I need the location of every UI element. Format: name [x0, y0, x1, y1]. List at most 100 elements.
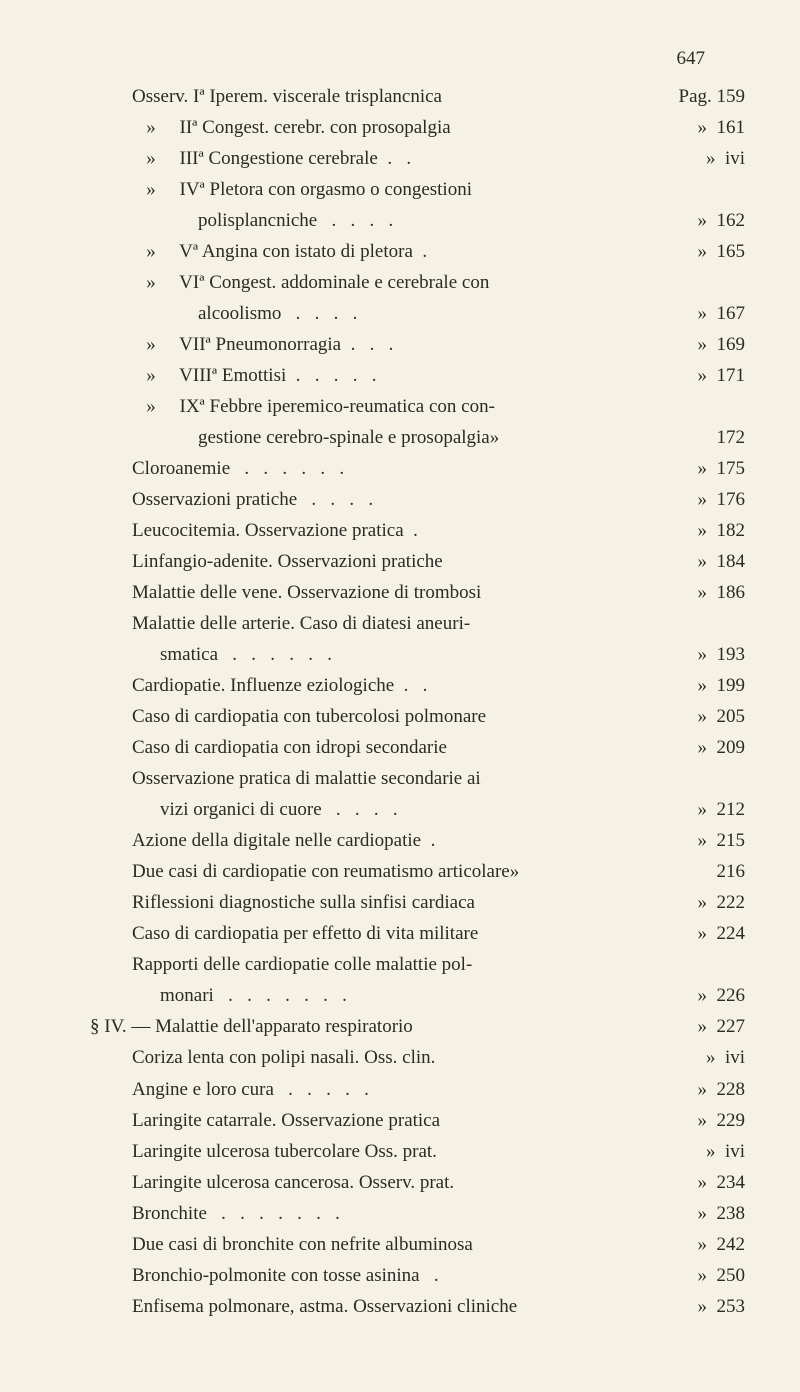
- toc-entry: » IIª Congest. cerebr. con prosopalgia» …: [90, 113, 745, 143]
- toc-entry-page: » 209: [677, 733, 745, 763]
- toc-entry-page: » 169: [677, 330, 745, 360]
- toc-entry-page: » 215: [677, 826, 745, 856]
- toc-entry-page: » 224: [677, 919, 745, 949]
- toc-entry: Osservazioni pratiche . . . .» 176: [90, 485, 745, 515]
- toc-entry: Linfangio-adenite. Osservazioni pratiche…: [90, 547, 745, 577]
- toc-entry: Due casi di cardiopatie con reumatismo a…: [90, 857, 745, 887]
- toc-entry-page: 216: [677, 857, 745, 887]
- toc-entry: Caso di cardiopatia con tubercolosi polm…: [90, 702, 745, 732]
- toc-entry-page: Pag. 159: [677, 82, 745, 112]
- toc-entry-text: Enfisema polmonare, astma. Osservazioni …: [90, 1292, 677, 1322]
- toc-entry-page: » 228: [677, 1075, 745, 1105]
- toc-entry: Leucocitemia. Osservazione pratica .» 18…: [90, 516, 745, 546]
- toc-entry: » VIIª Pneumonorragia . . .» 169: [90, 330, 745, 360]
- toc-entry-text: Bronchio-polmonite con tosse asinina .: [90, 1261, 677, 1291]
- toc-entry-page: » 176: [677, 485, 745, 515]
- toc-entry-text: Malattie delle arterie. Caso di diatesi …: [90, 609, 677, 639]
- toc-entry: Cardiopatie. Influenze eziologiche . .» …: [90, 671, 745, 701]
- toc-entry-text: vizi organici di cuore . . . .: [90, 795, 677, 825]
- toc-entry: Due casi di bronchite con nefrite albumi…: [90, 1230, 745, 1260]
- toc-entry-page: » 205: [677, 702, 745, 732]
- toc-entry-page: » 238: [677, 1199, 745, 1229]
- toc-entry: Osserv. Iª Iperem. viscerale trisplancni…: [90, 82, 745, 112]
- toc-entry-text: alcoolismo . . . .: [90, 299, 677, 329]
- toc-entry-page: » 161: [677, 113, 745, 143]
- toc-entry-text: » VIIIª Emottisi . . . . .: [90, 361, 677, 391]
- toc-entry: Azione della digitale nelle cardiopatie …: [90, 826, 745, 856]
- toc-entry: monari . . . . . . .» 226: [90, 981, 745, 1011]
- toc-entry-text: Bronchite . . . . . . .: [90, 1199, 677, 1229]
- toc-entry: Laringite ulcerosa cancerosa. Osserv. pr…: [90, 1168, 745, 1198]
- toc-entry: Malattie delle arterie. Caso di diatesi …: [90, 609, 745, 639]
- toc-entry: » IVª Pletora con orgasmo o congestioni: [90, 175, 745, 205]
- toc-entry-page: » ivi: [677, 1137, 745, 1167]
- toc-entry: Angine e loro cura . . . . .» 228: [90, 1075, 745, 1105]
- toc-entry: Laringite catarrale. Osservazione pratic…: [90, 1106, 745, 1136]
- toc-entry-page: » 175: [677, 454, 745, 484]
- toc-entry-page: » 222: [677, 888, 745, 918]
- toc-entry-text: Due casi di bronchite con nefrite albumi…: [90, 1230, 677, 1260]
- toc-entry-text: Caso di cardiopatia con tubercolosi polm…: [90, 702, 677, 732]
- toc-entry: gestione cerebro-spinale e prosopalgia» …: [90, 423, 745, 453]
- toc-entry: Bronchite . . . . . . .» 238: [90, 1199, 745, 1229]
- toc-entry: Cloroanemie . . . . . .» 175: [90, 454, 745, 484]
- toc-entry-text: smatica . . . . . .: [90, 640, 677, 670]
- toc-entry: § IV. — Malattie dell'apparato respirato…: [90, 1012, 745, 1042]
- toc-entry: Osservazione pratica di malattie seconda…: [90, 764, 745, 794]
- toc-entry-text: » IIIª Congestione cerebrale . .: [90, 144, 677, 174]
- toc-entry-text: Azione della digitale nelle cardiopatie …: [90, 826, 677, 856]
- toc-entry-text: monari . . . . . . .: [90, 981, 677, 1011]
- toc-entry-page: » 165: [677, 237, 745, 267]
- toc-entry-page: » 162: [677, 206, 745, 236]
- toc-entry-text: » VIª Congest. addominale e cerebrale co…: [90, 268, 677, 298]
- toc-entry-text: gestione cerebro-spinale e prosopalgia»: [90, 423, 677, 453]
- toc-entry-text: » IIª Congest. cerebr. con prosopalgia: [90, 113, 677, 143]
- toc-entry-page: » 182: [677, 516, 745, 546]
- toc-entry-text: Osserv. Iª Iperem. viscerale trisplancni…: [90, 82, 677, 112]
- toc-entry-page: » ivi: [677, 144, 745, 174]
- toc-entry-text: Laringite ulcerosa tubercolare Oss. prat…: [90, 1137, 677, 1167]
- toc-entry: Enfisema polmonare, astma. Osservazioni …: [90, 1292, 745, 1322]
- toc-entry-page: » 199: [677, 671, 745, 701]
- toc-entry-text: » VIIª Pneumonorragia . . .: [90, 330, 677, 360]
- toc-entry-text: Leucocitemia. Osservazione pratica .: [90, 516, 677, 546]
- toc-entry-page: » 234: [677, 1168, 745, 1198]
- page-number: 647: [677, 48, 706, 70]
- toc-entry-page: » 226: [677, 981, 745, 1011]
- toc-entry-text: Coriza lenta con polipi nasali. Oss. cli…: [90, 1043, 677, 1073]
- toc-entry-page: » 227: [677, 1012, 745, 1042]
- toc-entry-text: polisplancniche . . . .: [90, 206, 677, 236]
- toc-entry-text: Rapporti delle cardiopatie colle malatti…: [90, 950, 677, 980]
- toc-entry-text: Laringite catarrale. Osservazione pratic…: [90, 1106, 677, 1136]
- toc-entry: Caso di cardiopatia con idropi secondari…: [90, 733, 745, 763]
- toc-entry-page: » 229: [677, 1106, 745, 1136]
- toc-entry-text: Due casi di cardiopatie con reumatismo a…: [90, 857, 677, 887]
- toc-entry-page: » 193: [677, 640, 745, 670]
- toc-entry-text: Osservazioni pratiche . . . .: [90, 485, 677, 515]
- toc-entry: » IIIª Congestione cerebrale . .» ivi: [90, 144, 745, 174]
- toc-entry: Laringite ulcerosa tubercolare Oss. prat…: [90, 1137, 745, 1167]
- toc-entry-text: Cloroanemie . . . . . .: [90, 454, 677, 484]
- toc-entry: Bronchio-polmonite con tosse asinina .» …: [90, 1261, 745, 1291]
- toc-entry-page: » 184: [677, 547, 745, 577]
- toc-entry-text: Osservazione pratica di malattie seconda…: [90, 764, 677, 794]
- toc-entry: » VIIIª Emottisi . . . . .» 171: [90, 361, 745, 391]
- toc-entry: Malattie delle vene. Osservazione di tro…: [90, 578, 745, 608]
- toc-entry-page: » 167: [677, 299, 745, 329]
- toc-entry-text: Angine e loro cura . . . . .: [90, 1075, 677, 1105]
- toc-entry: » Vª Angina con istato di pletora .» 165: [90, 237, 745, 267]
- toc-entry-text: § IV. — Malattie dell'apparato respirato…: [90, 1012, 677, 1042]
- toc-entry-text: » IVª Pletora con orgasmo o congestioni: [90, 175, 677, 205]
- toc-entry-text: Cardiopatie. Influenze eziologiche . .: [90, 671, 677, 701]
- toc-entry-text: Riflessioni diagnostiche sulla sinfisi c…: [90, 888, 677, 918]
- toc-entry-page: 172: [677, 423, 745, 453]
- toc-entry: » IXª Febbre iperemico-reumatica con con…: [90, 392, 745, 422]
- toc-entry-page: » ivi: [677, 1043, 745, 1073]
- toc-entry-page: » 212: [677, 795, 745, 825]
- toc-entry-text: Caso di cardiopatia per effetto di vita …: [90, 919, 677, 949]
- toc-entry: Coriza lenta con polipi nasali. Oss. cli…: [90, 1043, 745, 1073]
- toc-entry: polisplancniche . . . .» 162: [90, 206, 745, 236]
- toc-entry: Caso di cardiopatia per effetto di vita …: [90, 919, 745, 949]
- toc-entry-text: » Vª Angina con istato di pletora .: [90, 237, 677, 267]
- toc-entry-text: » IXª Febbre iperemico-reumatica con con…: [90, 392, 677, 422]
